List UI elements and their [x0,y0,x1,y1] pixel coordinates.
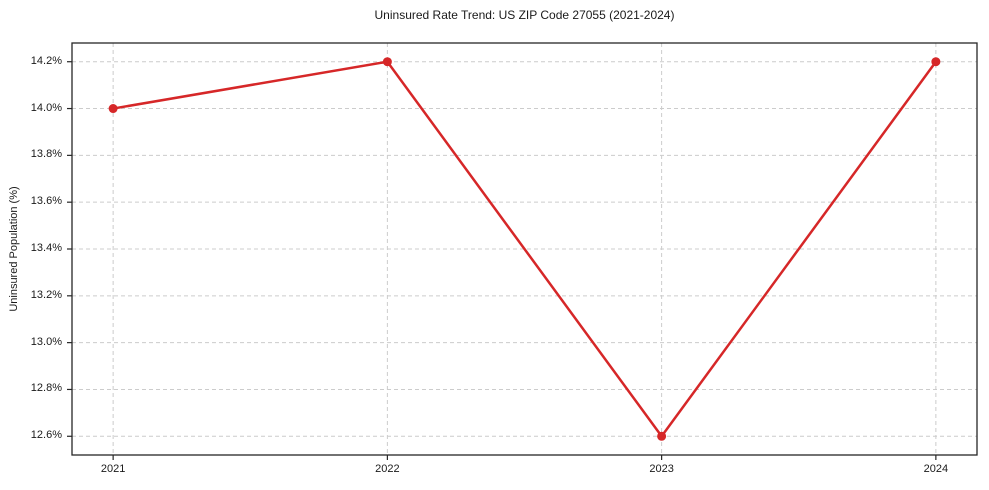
chart-title: Uninsured Rate Trend: US ZIP Code 27055 … [374,8,675,22]
data-point-marker [931,57,941,67]
x-tick-label: 2022 [375,463,400,475]
y-tick-label: 13.4% [30,242,62,254]
y-tick-label: 13.6% [30,195,62,208]
data-line [112,60,937,438]
x-tick-label: 2023 [649,463,674,475]
y-tick-label: 13.2% [30,288,62,301]
x-tick-label: 2024 [923,463,949,475]
y-tick-label: 12.8% [30,382,62,395]
data-point-marker [382,57,392,67]
y-tick-label: 14.0% [30,101,62,114]
data-point-marker [657,431,667,441]
y-tick-label: 14.2% [30,54,62,67]
x-tick-label: 2021 [100,463,126,475]
y-tick-label: 13.0% [30,335,62,348]
y-tick-label: 13.8% [30,148,62,161]
y-tick-label: 12.6% [30,429,62,442]
data-point-marker [108,104,118,114]
